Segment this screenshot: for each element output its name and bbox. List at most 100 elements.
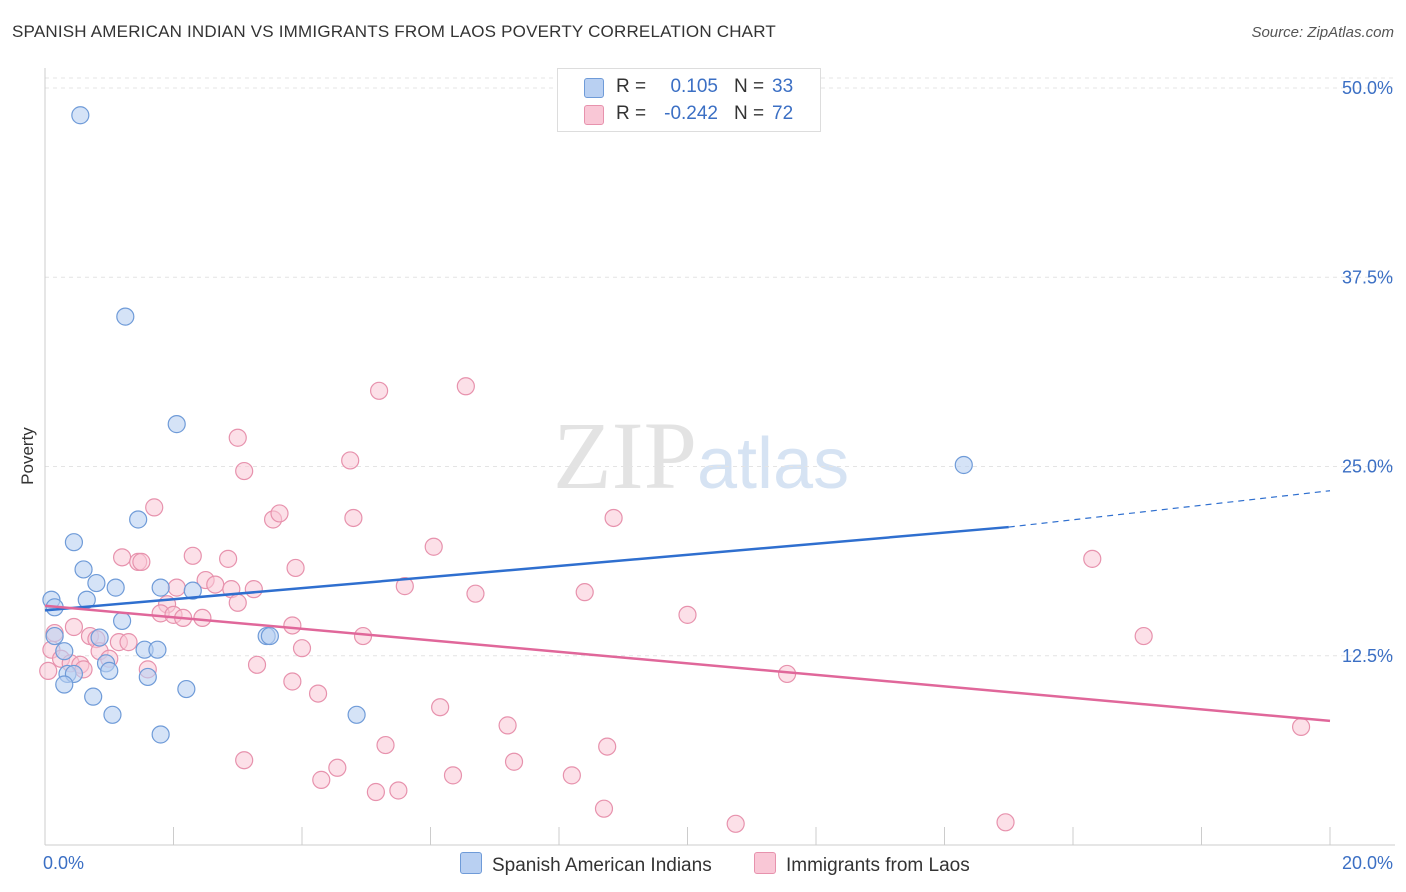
point-spanish-american-indians (71, 106, 90, 125)
legend-r-value: -0.242 (664, 103, 718, 124)
point-immigrants-from-laos (504, 752, 524, 771)
point-immigrants-from-laos (498, 716, 517, 735)
point-immigrants-from-laos (370, 381, 389, 400)
trendline-spanish-american-indians (44, 525, 1009, 612)
point-spanish-american-indians (100, 661, 119, 680)
point-spanish-american-indians (112, 611, 132, 631)
y-tick-label: 12.5% (1342, 646, 1393, 666)
bottom-legend-swatch-blue (460, 852, 482, 874)
legend-row-immigrants-from-laos: R = -0.242 N = 72 (558, 100, 820, 128)
point-spanish-american-indians (148, 640, 167, 659)
point-immigrants-from-laos (283, 616, 302, 635)
point-spanish-american-indians (183, 581, 202, 600)
point-immigrants-from-laos (312, 770, 331, 789)
point-immigrants-from-laos (112, 548, 132, 567)
point-immigrants-from-laos (39, 661, 58, 680)
point-immigrants-from-laos (562, 766, 581, 785)
legend-r-label: R = (616, 103, 647, 124)
point-immigrants-from-laos (283, 672, 302, 691)
point-immigrants-from-laos (456, 377, 475, 396)
trendline-extension-spanish-american-indians (1008, 490, 1331, 528)
point-immigrants-from-laos (431, 698, 450, 717)
point-spanish-american-indians (77, 590, 96, 609)
bottom-legend-label: Spanish American Indians (492, 855, 712, 876)
x-tick-label: 0.0% (43, 853, 84, 873)
point-spanish-american-indians (55, 642, 74, 661)
point-immigrants-from-laos (228, 593, 247, 612)
point-spanish-american-indians (106, 578, 125, 597)
bottom-legend-immigrants-from-laos: Immigrants from Laos (754, 852, 970, 877)
correlation-legend: R = 0.105 N = 33 R = -0.242 N = 72 (557, 68, 821, 132)
y-tick-label: 37.5% (1342, 267, 1393, 287)
point-immigrants-from-laos (1291, 717, 1311, 737)
point-immigrants-from-laos (726, 814, 745, 833)
point-spanish-american-indians (347, 705, 366, 724)
point-immigrants-from-laos (219, 549, 238, 568)
point-spanish-american-indians (84, 687, 103, 706)
point-immigrants-from-laos (344, 508, 363, 528)
bottom-legend-spanish-american-indians: Spanish American Indians (460, 852, 712, 877)
point-immigrants-from-laos (353, 626, 373, 646)
point-immigrants-from-laos (366, 782, 385, 802)
point-spanish-american-indians (55, 675, 74, 694)
legend-n-value: 72 (772, 103, 794, 124)
watermark: ZIPatlas (553, 400, 849, 511)
legend-n-label: N = (734, 103, 765, 124)
point-immigrants-from-laos (119, 633, 138, 652)
point-immigrants-from-laos (228, 428, 247, 447)
point-immigrants-from-laos (575, 583, 594, 602)
point-immigrants-from-laos (235, 461, 254, 481)
point-spanish-american-indians (116, 307, 135, 326)
point-immigrants-from-laos (389, 781, 408, 800)
watermark-zip: ZIP (553, 402, 697, 509)
point-immigrants-from-laos (1134, 626, 1153, 646)
point-immigrants-from-laos (286, 558, 305, 578)
point-immigrants-from-laos (235, 751, 254, 770)
point-immigrants-from-laos (594, 799, 614, 818)
legend-n-value: 33 (772, 76, 794, 97)
legend-swatch-pink (584, 105, 604, 125)
point-immigrants-from-laos (424, 537, 443, 556)
legend-row-spanish-american-indians: R = 0.105 N = 33 (558, 73, 820, 101)
x-tick-label: 20.0% (1342, 853, 1393, 873)
point-immigrants-from-laos (193, 608, 212, 628)
chart-source: Source: ZipAtlas.com (1251, 24, 1394, 41)
point-spanish-american-indians (177, 679, 196, 699)
trendline-immigrants-from-laos (44, 604, 1331, 723)
point-immigrants-from-laos (247, 655, 267, 674)
chart-title: SPANISH AMERICAN INDIAN VS IMMIGRANTS FR… (12, 22, 776, 41)
point-immigrants-from-laos (206, 575, 225, 594)
point-spanish-american-indians (138, 667, 157, 687)
point-immigrants-from-laos (443, 766, 463, 785)
point-spanish-american-indians (45, 626, 64, 646)
point-immigrants-from-laos (167, 578, 186, 597)
point-spanish-american-indians (129, 510, 148, 529)
point-immigrants-from-laos (183, 546, 202, 565)
y-tick-label: 25.0% (1342, 457, 1393, 477)
point-immigrants-from-laos (678, 605, 697, 624)
point-immigrants-from-laos (395, 577, 414, 596)
point-spanish-american-indians (260, 626, 279, 646)
point-immigrants-from-laos (996, 813, 1015, 832)
legend-n-label: N = (734, 76, 765, 97)
y-axis-label: Poverty (18, 427, 37, 485)
point-immigrants-from-laos (1083, 549, 1102, 568)
point-immigrants-from-laos (328, 758, 347, 777)
point-spanish-american-indians (103, 705, 122, 724)
point-spanish-american-indians (954, 455, 973, 475)
point-immigrants-from-laos (244, 580, 263, 599)
point-immigrants-from-laos (466, 584, 485, 603)
point-spanish-american-indians (74, 560, 93, 579)
bottom-legend-label: Immigrants from Laos (786, 855, 970, 876)
point-spanish-american-indians (90, 628, 109, 647)
point-immigrants-from-laos (292, 639, 312, 658)
point-spanish-american-indians (151, 578, 170, 597)
legend-swatch-blue (584, 78, 604, 98)
point-immigrants-from-laos (598, 737, 617, 756)
point-immigrants-from-laos (132, 552, 151, 571)
legend-r-label: R = (616, 76, 647, 97)
point-spanish-american-indians (167, 415, 186, 434)
point-immigrants-from-laos (341, 451, 360, 470)
point-immigrants-from-laos (145, 498, 164, 517)
